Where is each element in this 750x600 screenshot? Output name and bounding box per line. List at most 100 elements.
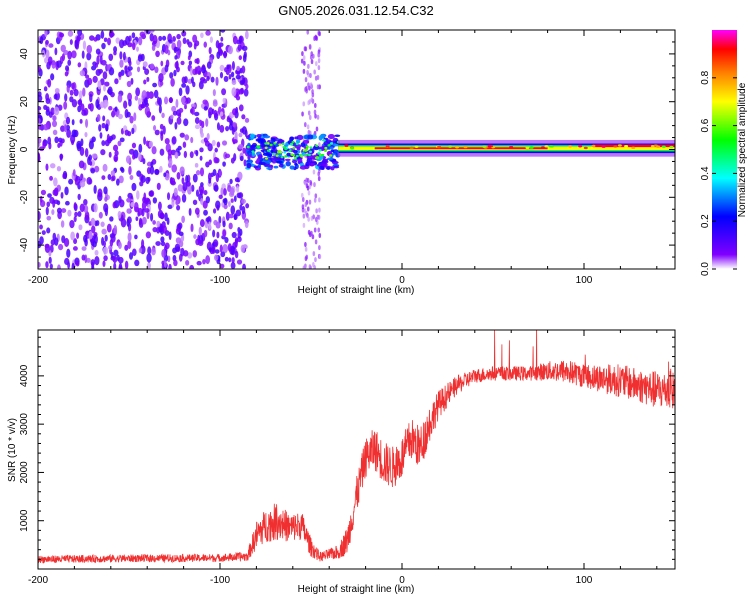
noise-blob	[73, 215, 77, 223]
noise-blob	[124, 65, 128, 75]
noise-blob	[56, 166, 62, 172]
onset-blob	[295, 139, 301, 144]
x-tick-label: -200	[28, 275, 48, 286]
noise-blob	[223, 50, 228, 59]
onset-blob	[333, 165, 340, 169]
colorbar-tick-label: 0.2	[700, 214, 711, 228]
noise-blob	[98, 124, 102, 132]
interference-blob	[314, 257, 317, 263]
noise-blob	[230, 198, 234, 203]
noise-blob	[218, 215, 222, 224]
noise-blob	[159, 123, 164, 130]
noise-blob	[74, 211, 78, 218]
noise-blob	[148, 92, 154, 99]
noise-blob	[127, 92, 133, 102]
noise-blob	[186, 97, 191, 104]
noise-blob	[56, 60, 62, 68]
noise-blob	[229, 119, 234, 126]
carrier-spot	[344, 144, 349, 147]
noise-blob	[162, 125, 166, 135]
onset-core	[327, 144, 331, 147]
noise-blob	[203, 209, 208, 216]
onset-core	[292, 146, 296, 150]
noise-blob	[178, 107, 184, 113]
noise-blob	[218, 194, 223, 200]
noise-blob	[199, 219, 205, 228]
interference-blob	[312, 214, 315, 220]
noise-blob	[214, 147, 218, 153]
noise-blob	[185, 85, 190, 95]
noise-blob	[66, 248, 71, 258]
noise-blob	[174, 122, 178, 130]
noise-blob	[109, 239, 114, 247]
x-tick-label: -200	[28, 575, 48, 586]
snr-xlabel: Height of straight line (km)	[298, 584, 415, 595]
noise-blob	[94, 249, 99, 256]
onset-core	[269, 143, 273, 147]
noise-blob	[42, 140, 46, 149]
noise-blob	[87, 103, 92, 110]
spectrogram-xlabel: Height of straight line (km)	[298, 285, 415, 296]
onset-core	[295, 142, 299, 146]
noise-blob	[206, 61, 212, 69]
noise-blob	[181, 193, 187, 203]
noise-blob	[222, 161, 226, 167]
noise-blob	[46, 201, 51, 208]
noise-blob	[170, 180, 176, 186]
noise-blob	[144, 68, 150, 75]
onset-core	[316, 156, 320, 160]
noise-blob	[88, 154, 93, 162]
noise-blob	[100, 149, 106, 156]
carrier-spot	[548, 145, 553, 148]
onset-blob	[294, 162, 298, 166]
noise-blob	[179, 166, 185, 175]
noise-blob	[149, 165, 155, 175]
interference-blob	[314, 216, 318, 222]
noise-blob	[88, 35, 95, 41]
noise-blob	[205, 217, 211, 222]
snr-ticks: -200 -100 0 100 1000 2000 3000 4000	[19, 330, 675, 586]
noise-blob	[181, 76, 187, 84]
noise-blob	[207, 143, 213, 152]
noise-blob	[228, 222, 233, 230]
noise-blob	[156, 220, 161, 228]
noise-blob	[67, 209, 72, 217]
noise-blob	[143, 136, 146, 145]
noise-blob	[205, 118, 209, 127]
noise-blob	[38, 94, 43, 102]
noise-blob	[221, 88, 227, 96]
interference-blob	[312, 251, 316, 257]
noise-blob	[38, 152, 41, 162]
noise-blob	[114, 78, 119, 85]
noise-blob	[158, 72, 164, 83]
interference-blob	[314, 193, 318, 199]
y-tick-label: 1000	[19, 509, 30, 532]
noise-blob	[64, 93, 68, 102]
carrier-spot	[613, 145, 618, 148]
noise-blob	[185, 174, 189, 184]
noise-blob	[103, 186, 108, 195]
noise-blob	[66, 84, 70, 93]
noise-blob	[230, 262, 236, 269]
onset-core	[284, 147, 288, 151]
interference-blob	[315, 35, 319, 41]
noise-blob	[237, 44, 242, 52]
interference-blob	[308, 199, 312, 205]
noise-blob	[177, 145, 182, 151]
noise-blob	[114, 150, 119, 157]
noise-blob	[174, 243, 180, 252]
interference-blob	[313, 227, 317, 233]
noise-blob	[118, 39, 125, 49]
noise-blob	[232, 122, 238, 128]
interference-blob	[302, 55, 306, 61]
noise-blob	[151, 247, 156, 256]
carrier-spot	[568, 145, 573, 148]
noise-blob	[216, 204, 220, 211]
noise-blob	[76, 140, 82, 149]
noise-blob	[171, 136, 177, 145]
onset-core	[275, 154, 279, 157]
onset-blob	[261, 144, 266, 148]
noise-blob	[119, 137, 125, 143]
noise-blob	[237, 226, 241, 233]
noise-blob	[177, 184, 183, 192]
